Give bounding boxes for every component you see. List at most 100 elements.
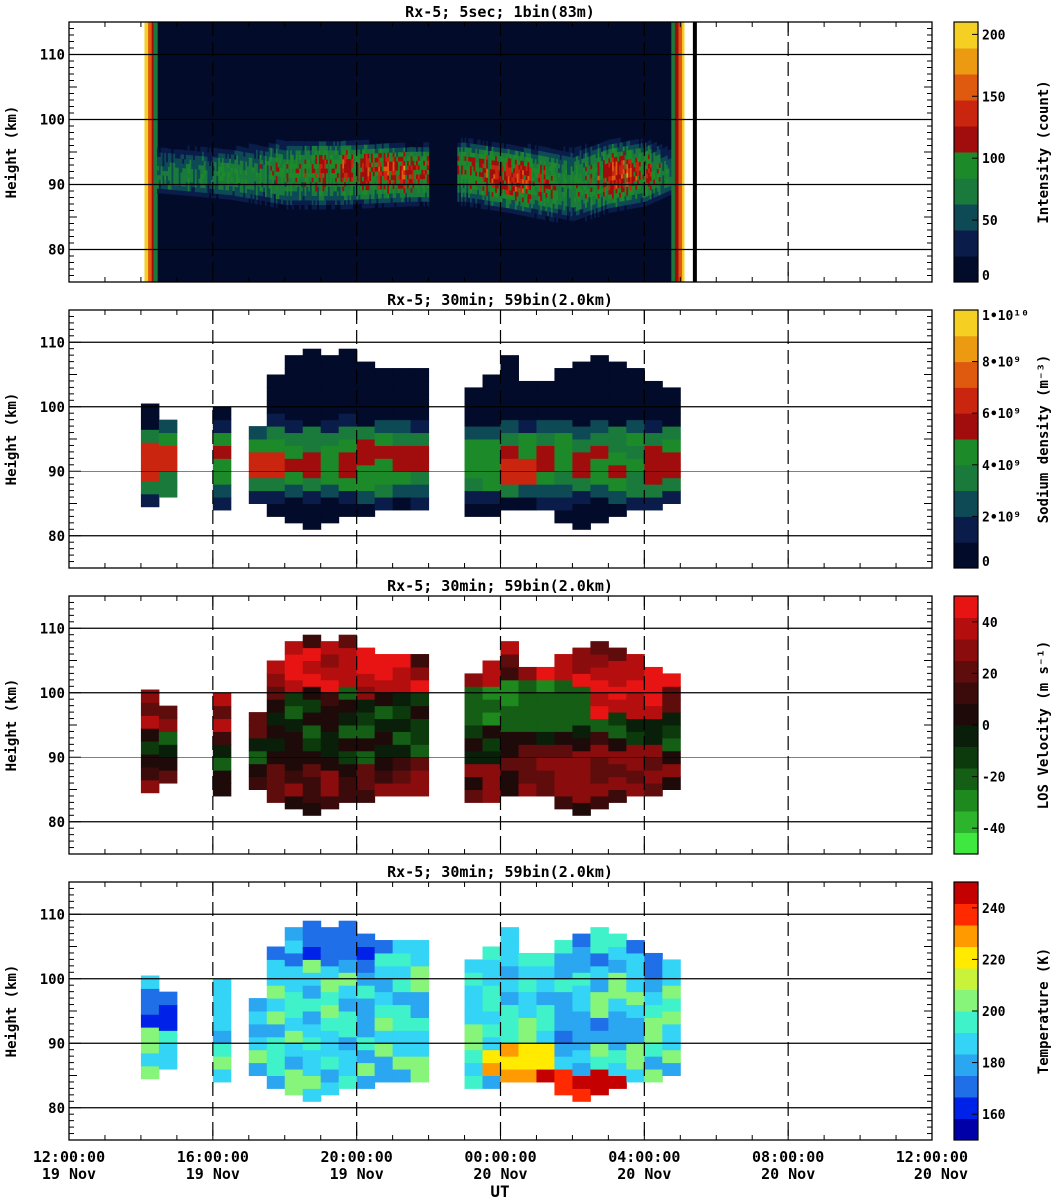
bin-cell [140, 403, 160, 417]
bin-cell [572, 985, 591, 999]
bin-cell [644, 1056, 663, 1070]
bin-cell [356, 763, 376, 778]
bin-cell [482, 1023, 501, 1038]
bin-cell [464, 426, 484, 440]
bin-cell [590, 393, 609, 408]
bin-cell [518, 445, 537, 459]
bin-cell [662, 712, 681, 726]
bin-cell [410, 497, 430, 511]
bin-cell [536, 406, 555, 421]
bin-cell [554, 445, 573, 459]
bin-cell [626, 1069, 645, 1083]
bin-cell [482, 451, 501, 466]
bin-cell [320, 692, 340, 707]
bin-cell [302, 374, 322, 388]
bin-cell [284, 1043, 304, 1057]
bin-cell [284, 965, 304, 980]
bin-cell [320, 744, 340, 758]
bin-cell [482, 763, 501, 778]
bin-cell [320, 641, 340, 655]
colorbar-tick-label: 220 [982, 953, 1006, 968]
y-tick-label: 80 [48, 1101, 65, 1117]
bin-cell [392, 497, 412, 511]
bin-cell [554, 795, 573, 810]
bin-cell [320, 731, 340, 745]
bin-cell [392, 368, 412, 382]
bin-cell [500, 731, 519, 745]
bin-cell [662, 673, 681, 687]
bin-cell [644, 991, 663, 1006]
bin-cell [464, 439, 484, 453]
bin-cell [392, 1069, 412, 1083]
bin-cell [482, 789, 501, 803]
bin-cell [410, 978, 430, 993]
bin-cell [284, 718, 304, 732]
bin-cell [626, 718, 645, 732]
bin-cell [140, 1001, 160, 1015]
bin-cell [212, 991, 232, 1006]
bin-cell [572, 503, 591, 517]
bin-cell [536, 1017, 555, 1031]
bin-cell [500, 380, 519, 395]
colorbar-tick-label: 240 [982, 902, 1006, 917]
bin-cell [500, 679, 519, 694]
bin-cell [626, 679, 645, 694]
bin-cell [302, 699, 322, 713]
bin-cell [356, 712, 376, 726]
bin-cell [644, 432, 663, 446]
bin-cell [500, 757, 519, 771]
plot-area-1 [144, 22, 697, 282]
bin-cell [554, 497, 573, 511]
bin-cell [626, 393, 645, 408]
bin-cell [302, 361, 322, 375]
bin-cell [338, 673, 358, 687]
bin-cell [212, 757, 232, 771]
colorbar-frame [953, 21, 979, 283]
bin-cell [140, 728, 160, 742]
bin-cell [374, 978, 394, 993]
bin-cell [284, 744, 304, 758]
bin-cell [320, 1043, 340, 1057]
bin-cell [302, 439, 322, 453]
bin-cell [158, 1017, 178, 1031]
bin-cell [626, 940, 645, 954]
bin-cell [356, 933, 376, 947]
bin-cell [608, 647, 627, 661]
bin-cell [302, 763, 322, 778]
bin-cell [158, 458, 178, 472]
bin-cell [590, 978, 609, 993]
colorbar-frame [953, 309, 979, 569]
colorbar-swatch [954, 768, 978, 790]
colorbar-swatch [954, 832, 978, 855]
bin-cell [482, 673, 501, 687]
bin-cell [626, 458, 645, 472]
bin-cell [410, 705, 430, 720]
bin-cell [536, 666, 555, 681]
bin-cell [158, 705, 178, 720]
y-axis-label: Height (km) [4, 965, 20, 1058]
bin-cell [554, 654, 573, 668]
bin-cell [662, 959, 681, 973]
colorbar-swatch [954, 1097, 978, 1119]
x-tick-time: 04:00:00 [608, 1148, 680, 1166]
bin-cell [374, 458, 394, 472]
colorbar-tick-label: 150 [982, 90, 1006, 105]
bin-cell [572, 673, 591, 687]
bin-cell [518, 419, 537, 434]
bin-cell [302, 712, 322, 726]
colorbar-tick-label: 200 [982, 1005, 1006, 1020]
y-tick-label: 100 [40, 400, 65, 416]
bin-cell [500, 1043, 519, 1057]
bin-cell [590, 744, 609, 758]
bin-cell [662, 477, 681, 492]
bin-cell [356, 789, 376, 803]
bin-cell [590, 927, 609, 941]
colorbar-tick-label: 40 [982, 616, 998, 631]
bin-cell [356, 946, 376, 960]
bin-cell [374, 1004, 394, 1018]
bin-cell [518, 1069, 537, 1083]
bin-cell [644, 1069, 663, 1083]
bin-cell [320, 654, 340, 668]
bin-cell [500, 1056, 519, 1070]
bin-cell [482, 374, 501, 388]
